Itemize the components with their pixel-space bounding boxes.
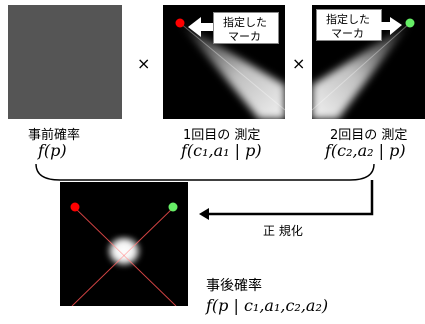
prior-title: 事前確率 [28, 128, 81, 143]
callout-1-line1: 指定した [223, 16, 267, 29]
times-operator-2: × [292, 54, 306, 73]
normalize-label: 正 規化 [263, 224, 303, 238]
normalize-arrow-line [207, 180, 374, 216]
callout-2-line2: マーカ [331, 27, 364, 40]
prior-panel [8, 5, 122, 119]
ray-overlay-2 [71, 206, 175, 306]
measurement1-panel: 指定した マーカ [163, 5, 285, 119]
callout-box-1: 指定した マーカ [213, 12, 279, 44]
green-marker-icon [405, 18, 415, 28]
callout-2-pointer [380, 17, 415, 35]
normalize-arrow-head [199, 208, 209, 220]
measurement2-graphic [312, 22, 411, 119]
pointer-arrow-2 [380, 17, 402, 35]
measurement2-title: 2回目の 測定 [330, 128, 408, 143]
posterior-blob [105, 236, 143, 270]
times-operator-1: × [137, 54, 151, 73]
posterior-formula: f(p | c₁,a₁,c₂,a₂) [206, 296, 329, 315]
posterior-graphic [70, 202, 178, 306]
measurement1-formula: f(c₁,a₁ | p) [181, 141, 262, 160]
beam-axis-line [312, 22, 411, 111]
red-marker-icon [70, 202, 80, 212]
summation-brace [35, 163, 375, 181]
measurement2-panel: 指定した マーカ [312, 5, 425, 119]
posterior-title: 事後確率 [206, 278, 262, 294]
posterior-panel [60, 182, 188, 306]
beam-axis-line [179, 22, 285, 111]
callout-box-2: 指定した マーカ [316, 9, 382, 41]
measurement2-formula: f(c₂,a₂ | p) [325, 141, 406, 160]
callout-1-pointer [175, 17, 213, 37]
likelihood-beam [312, 23, 410, 119]
callout-1-line2: マーカ [228, 30, 261, 43]
measurement1-graphic [179, 22, 285, 119]
prior-formula: f(p) [38, 141, 67, 160]
red-marker-icon [175, 18, 185, 28]
callout-2-line1: 指定した [326, 13, 370, 26]
pointer-arrow-1 [188, 17, 213, 37]
measurement1-title: 1回目の 測定 [183, 128, 261, 143]
likelihood-beam [180, 23, 285, 119]
ray-overlay-1 [73, 206, 177, 306]
green-marker-icon [168, 202, 178, 212]
